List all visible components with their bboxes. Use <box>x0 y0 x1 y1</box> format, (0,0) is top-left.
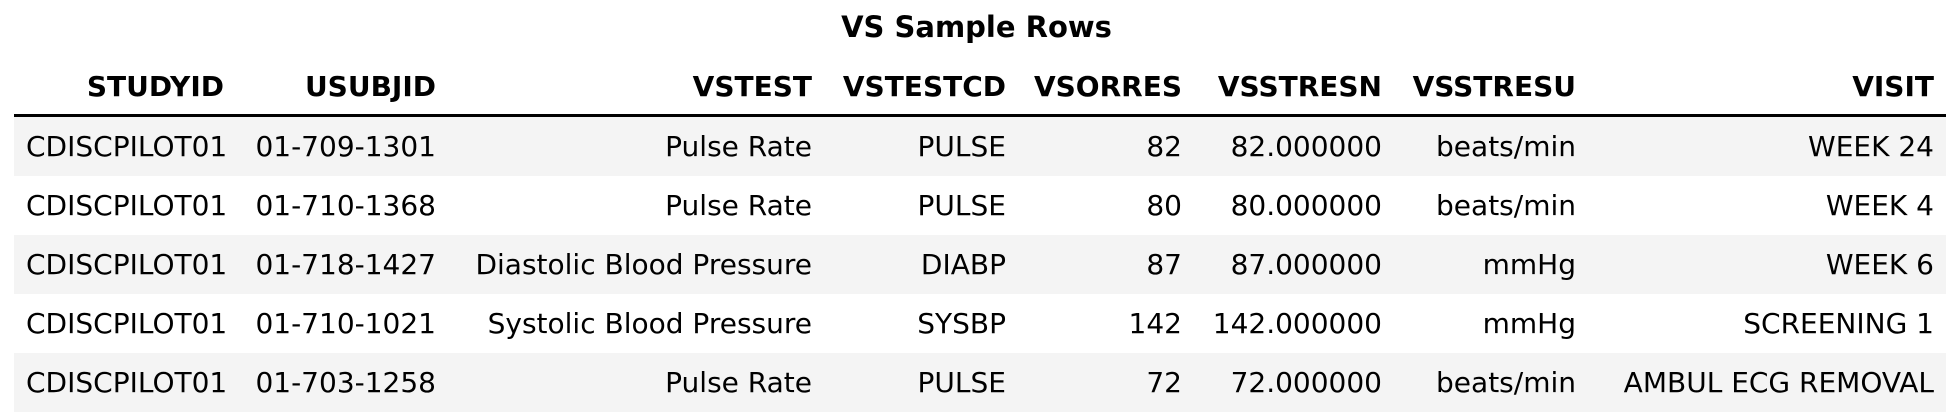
table-cell-usubjid: 01-703-1258 <box>236 353 448 412</box>
table-cell-vsorres: 142 <box>1018 294 1194 353</box>
table-cell-vstestcd: DIABP <box>824 235 1018 294</box>
table-cell-vstest: Pulse Rate <box>448 176 824 235</box>
table-cell-vstest: Diastolic Blood Pressure <box>448 235 824 294</box>
table-cell-visit: AMBUL ECG REMOVAL <box>1588 353 1946 412</box>
table-row: CDISCPILOT01 01-710-1021 Systolic Blood … <box>14 294 1946 353</box>
column-header-vstest: VSTEST <box>448 58 824 117</box>
table-title: VS Sample Rows <box>841 10 1112 44</box>
table-cell-vsorres: 87 <box>1018 235 1194 294</box>
table-row: CDISCPILOT01 01-703-1258 Pulse Rate PULS… <box>14 353 1946 412</box>
table-cell-studyid: CDISCPILOT01 <box>14 235 236 294</box>
table-cell-vsstresu: beats/min <box>1394 176 1588 235</box>
table-cell-vsstresu: beats/min <box>1394 115 1588 176</box>
table-cell-vstest: Pulse Rate <box>448 353 824 412</box>
table-cell-vsstresn: 87.000000 <box>1194 235 1394 294</box>
table-row: CDISCPILOT01 01-718-1427 Diastolic Blood… <box>14 235 1946 294</box>
table-cell-usubjid: 01-710-1368 <box>236 176 448 235</box>
column-header-vsstresu: VSSTRESU <box>1394 58 1588 117</box>
table-cell-visit: WEEK 24 <box>1588 115 1946 176</box>
table-cell-vstestcd: PULSE <box>824 353 1018 412</box>
column-header-usubjid: USUBJID <box>236 58 448 117</box>
table-cell-usubjid: 01-710-1021 <box>236 294 448 353</box>
header-row: STUDYID USUBJID VSTEST VSTESTCD VSORRES … <box>14 58 1946 117</box>
column-header-vsorres: VSORRES <box>1018 58 1194 117</box>
table-row: CDISCPILOT01 01-710-1368 Pulse Rate PULS… <box>14 176 1946 235</box>
table-cell-studyid: CDISCPILOT01 <box>14 294 236 353</box>
table-cell-usubjid: 01-709-1301 <box>236 115 448 176</box>
table-cell-vsstresu: mmHg <box>1394 294 1588 353</box>
table-cell-studyid: CDISCPILOT01 <box>14 176 236 235</box>
table-cell-vsstresu: mmHg <box>1394 235 1588 294</box>
vs-sample-table: STUDYID USUBJID VSTEST VSTESTCD VSORRES … <box>14 58 1946 412</box>
table-cell-vsstresn: 72.000000 <box>1194 353 1394 412</box>
table-cell-visit: SCREENING 1 <box>1588 294 1946 353</box>
table-cell-visit: WEEK 6 <box>1588 235 1946 294</box>
table-cell-vsorres: 80 <box>1018 176 1194 235</box>
table-cell-vsstresn: 82.000000 <box>1194 115 1394 176</box>
table-cell-vstestcd: PULSE <box>824 115 1018 176</box>
table-cell-vstest: Systolic Blood Pressure <box>448 294 824 353</box>
table-cell-vsorres: 72 <box>1018 353 1194 412</box>
table-cell-usubjid: 01-718-1427 <box>236 235 448 294</box>
column-header-vsstresn: VSSTRESN <box>1194 58 1394 117</box>
column-header-vstestcd: VSTESTCD <box>824 58 1018 117</box>
table-cell-vsstresu: beats/min <box>1394 353 1588 412</box>
column-header-visit: VISIT <box>1588 58 1946 117</box>
table-row: CDISCPILOT01 01-709-1301 Pulse Rate PULS… <box>14 115 1946 176</box>
column-header-studyid: STUDYID <box>14 58 236 117</box>
table-cell-vstestcd: PULSE <box>824 176 1018 235</box>
table-cell-vsorres: 82 <box>1018 115 1194 176</box>
table-cell-studyid: CDISCPILOT01 <box>14 115 236 176</box>
table-cell-visit: WEEK 4 <box>1588 176 1946 235</box>
table-cell-vstest: Pulse Rate <box>448 115 824 176</box>
table-cell-vsstresn: 80.000000 <box>1194 176 1394 235</box>
table-cell-studyid: CDISCPILOT01 <box>14 353 236 412</box>
table-cell-vsstresn: 142.000000 <box>1194 294 1394 353</box>
table-cell-vstestcd: SYSBP <box>824 294 1018 353</box>
